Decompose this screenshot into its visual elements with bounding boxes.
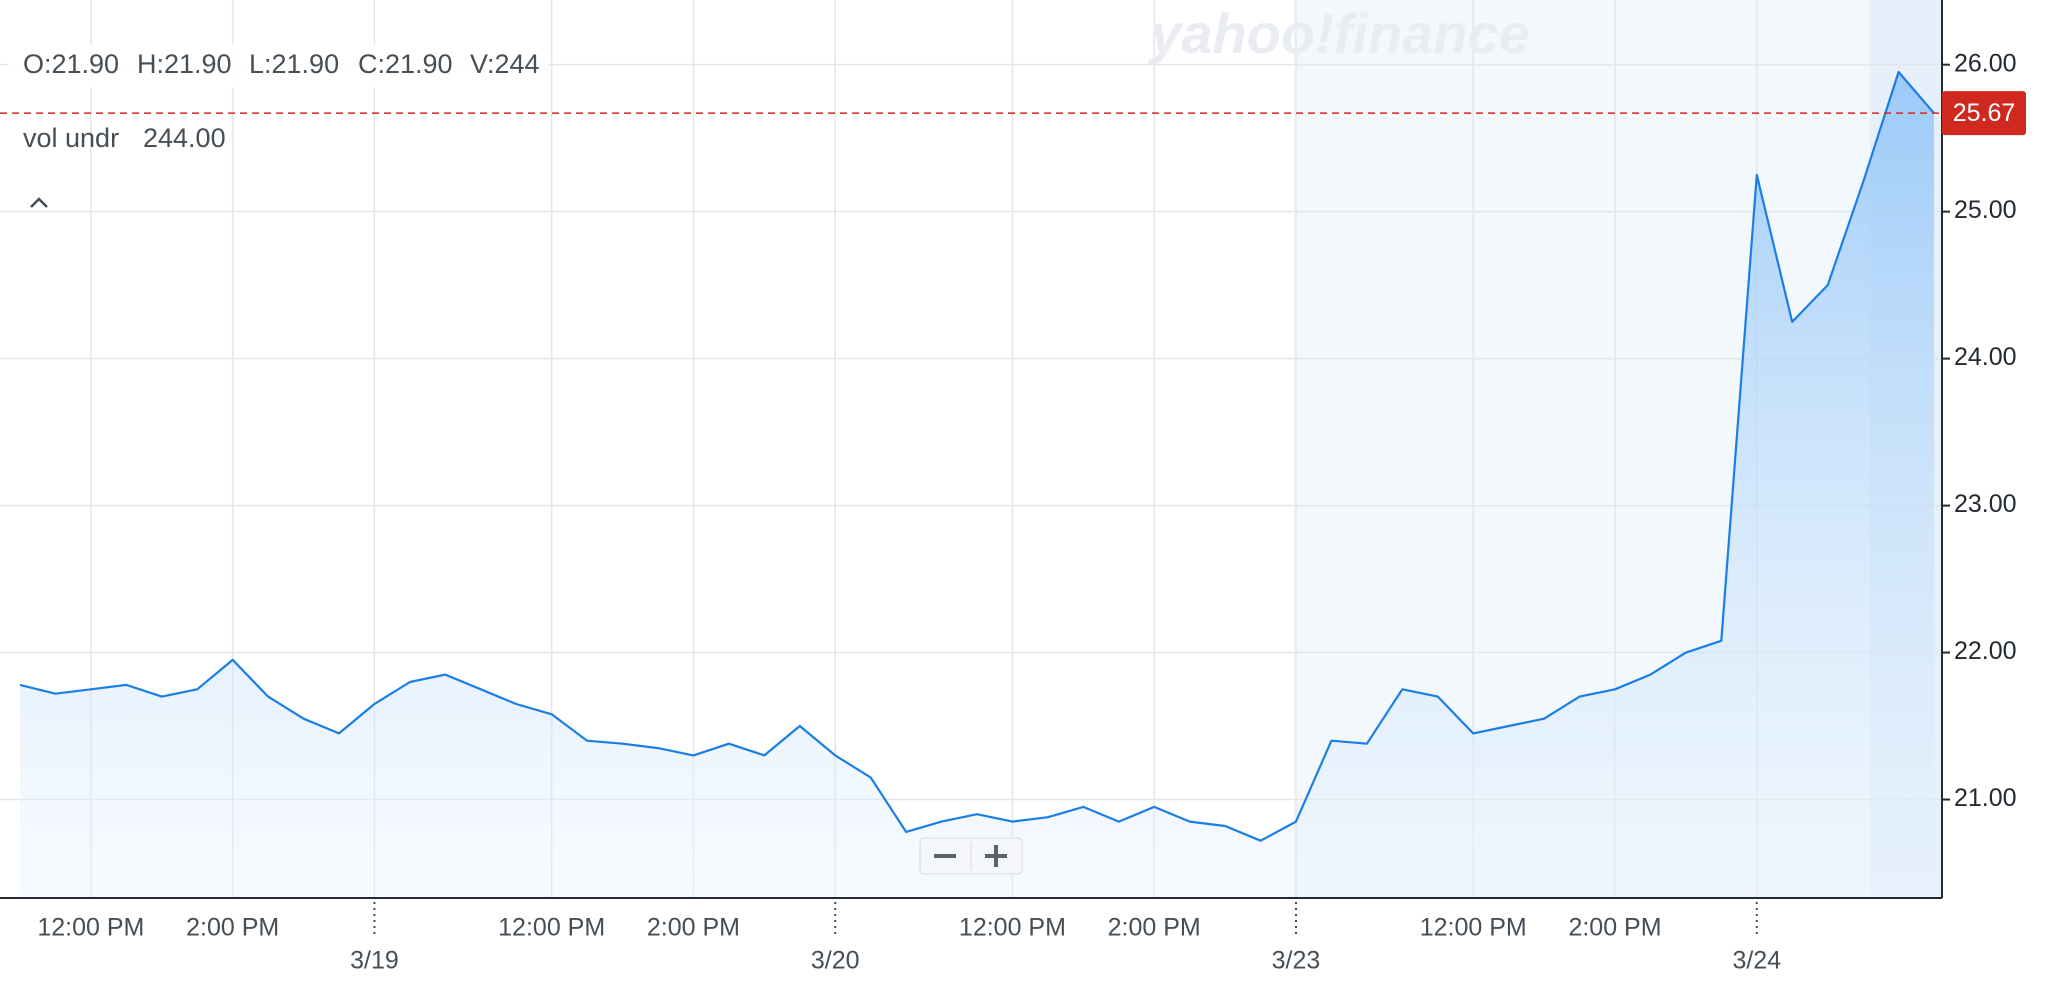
watermark: yahoo!finance (1147, 2, 1530, 65)
x-tick-label: 12:00 PM (1420, 914, 1527, 942)
y-tick-label: 22.00 (1954, 637, 2017, 665)
y-tick-label: 23.00 (1954, 490, 2017, 518)
x-date-label: 3/20 (811, 947, 860, 975)
y-tick-label: 24.00 (1954, 343, 2017, 371)
ohlc-close: C:21.90 (358, 49, 453, 79)
x-date-label: 3/24 (1732, 947, 1781, 975)
x-tick-label: 2:00 PM (186, 914, 279, 942)
ohlcv-legend: O:21.90 H:21.90 L:21.90 C:21.90 V:244 vo… (8, 44, 548, 207)
last-price-label: 25.67 (1953, 99, 2016, 127)
x-tick-label: 12:00 PM (37, 914, 144, 942)
y-tick-label: 21.00 (1954, 784, 2017, 812)
y-tick-label: 25.00 (1954, 196, 2017, 224)
page: yahoo!finance O:21.90 H:21.90 L:21.90 C:… (0, 0, 2046, 984)
x-tick-label: 2:00 PM (647, 914, 740, 942)
x-date-label: 3/23 (1272, 947, 1321, 975)
ohlc-low: L:21.90 (249, 49, 339, 79)
y-tick-label: 26.00 (1954, 49, 2017, 77)
study-value: 244.00 (143, 123, 226, 153)
x-tick-label: 2:00 PM (1568, 914, 1661, 942)
collapse-caret[interactable] (31, 199, 47, 207)
x-tick-label: 12:00 PM (959, 914, 1066, 942)
study-name: vol undr (23, 123, 119, 153)
chart: yahoo!finance O:21.90 H:21.90 L:21.90 C:… (0, 0, 2046, 984)
ohlc-high: H:21.90 (137, 49, 232, 79)
ohlc-open: O:21.90 (23, 49, 119, 79)
ohlc-volume: V:244 (470, 49, 540, 79)
x-tick-label: 12:00 PM (498, 914, 605, 942)
x-tick-label: 2:00 PM (1108, 914, 1201, 942)
zoom-controls (920, 838, 1022, 874)
x-date-label: 3/19 (350, 947, 399, 975)
